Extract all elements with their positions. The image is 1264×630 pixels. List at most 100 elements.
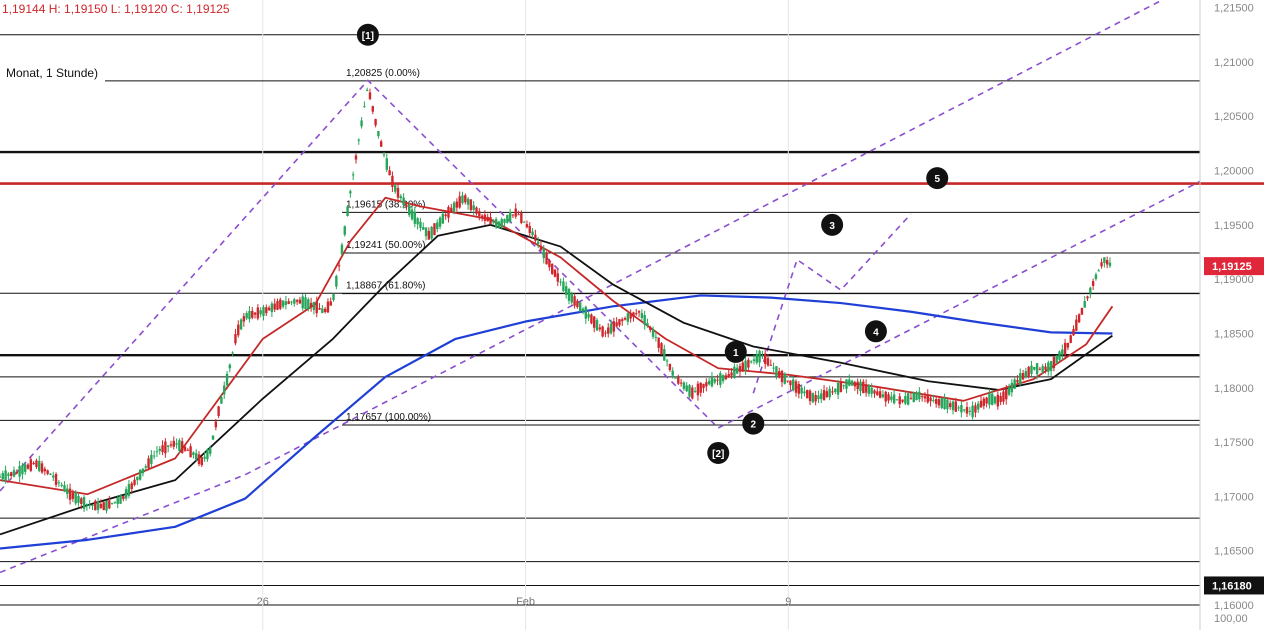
candle-body: [307, 299, 310, 310]
candle-body: [573, 296, 576, 306]
candle-body: [276, 301, 279, 310]
candle-body: [747, 359, 750, 368]
candle-body: [192, 452, 195, 455]
candle-body: [730, 372, 733, 376]
candle-body: [584, 306, 588, 319]
candle-body: [228, 364, 232, 369]
candle-body: [1041, 366, 1044, 373]
candle-body: [506, 214, 509, 223]
candle-body: [461, 195, 464, 204]
candle-body: [394, 185, 397, 192]
candle-body: [822, 390, 826, 401]
ohlc-readout: 1,19144 H: 1,19150 L: 1,19120 C: 1,19125: [2, 2, 230, 16]
candle-body: [564, 286, 568, 295]
candle-body: [797, 383, 801, 394]
candle-body: [923, 396, 927, 399]
candle-body: [24, 464, 27, 472]
candle-body: [480, 215, 484, 218]
candle-body: [500, 219, 503, 227]
candle-body: [110, 503, 114, 505]
candle-body: [999, 396, 1002, 402]
candle-body: [556, 273, 559, 282]
candle-body: [1044, 366, 1047, 370]
candle-body: [259, 310, 262, 315]
candle-body: [444, 214, 447, 217]
candle-body: [183, 446, 187, 451]
candle-body: [842, 385, 845, 387]
candle-body: [368, 92, 372, 100]
candle-body: [508, 211, 512, 222]
x-tick-label: 9: [785, 596, 791, 608]
candle-body: [478, 211, 481, 217]
candle-body: [405, 204, 408, 207]
candle-body: [242, 316, 246, 322]
candle-body: [1066, 342, 1070, 348]
y-tick-label: 1,18000: [1214, 383, 1254, 395]
candle-body: [231, 352, 234, 354]
candle-body: [161, 445, 164, 453]
candle-body: [1052, 356, 1056, 369]
ma-red-line: [0, 196, 1114, 496]
candle-body: [612, 321, 616, 332]
candle-body: [223, 385, 226, 395]
candle-body: [859, 381, 862, 392]
candle-body: [455, 201, 459, 208]
candle-body: [1105, 259, 1109, 265]
candle-body: [497, 221, 501, 228]
marked-price-badge-text: 1,16180: [1212, 580, 1252, 592]
candle-body: [1, 473, 5, 480]
candle-body: [138, 469, 142, 480]
y-tick-label: 1,16500: [1214, 546, 1254, 558]
candle-body: [29, 459, 33, 471]
fib-label: 1,19615 (38.20%): [346, 199, 426, 210]
candle-body: [326, 301, 330, 313]
candle-body: [906, 393, 910, 405]
candle-body: [214, 421, 218, 428]
candle-body: [279, 299, 282, 309]
candle-body: [1058, 351, 1061, 360]
candle-body: [133, 479, 136, 485]
candle-body: [721, 375, 725, 382]
candle-body: [351, 174, 355, 176]
candle-body: [719, 373, 722, 385]
candle-body: [1063, 342, 1067, 355]
candle-body: [663, 349, 666, 361]
candle-body: [1089, 287, 1092, 294]
candle-body: [789, 380, 792, 386]
candle-body: [1049, 361, 1053, 372]
candle-body: [646, 323, 649, 326]
candle-body: [54, 474, 58, 485]
candle-body: [909, 397, 913, 399]
candle-body: [937, 399, 941, 406]
candle-body: [35, 460, 38, 468]
candle-body: [433, 223, 436, 236]
candle-body: [7, 473, 10, 476]
candle-body: [957, 407, 960, 409]
y-tick-label: 1,17500: [1214, 437, 1254, 449]
candle-body: [287, 301, 290, 304]
candle-body: [657, 337, 660, 348]
candle-body: [469, 199, 473, 211]
candle-body: [878, 391, 882, 398]
dashed-trendline: [0, 79, 719, 492]
wave-label: 1: [733, 348, 739, 359]
candle-body: [954, 401, 957, 412]
candle-body: [472, 205, 475, 210]
fib-label: 1,20825 (0.00%): [346, 68, 420, 79]
candle-body: [323, 308, 327, 312]
candle-body: [817, 395, 820, 399]
candle-body: [542, 248, 545, 259]
candle-body: [169, 444, 173, 446]
candle-body: [77, 496, 80, 503]
candle-body: [892, 394, 896, 404]
y-tick-label: 1,16000: [1214, 600, 1254, 612]
candle-body: [679, 382, 683, 384]
candle-body: [152, 455, 156, 457]
candle-body: [304, 297, 307, 310]
candle-body: [514, 208, 517, 217]
candle-body: [1024, 371, 1028, 377]
candle-body: [349, 191, 352, 194]
candle-body: [419, 221, 422, 228]
